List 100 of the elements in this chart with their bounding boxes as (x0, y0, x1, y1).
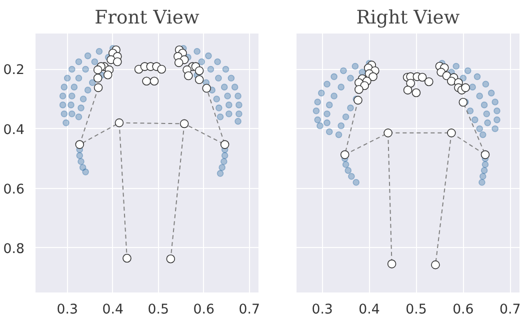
point (76, 152, 84, 159)
point (338, 122, 344, 130)
point (387, 260, 396, 268)
point (352, 62, 359, 70)
point (93, 65, 102, 74)
point (113, 57, 122, 66)
point (330, 73, 338, 80)
y-tick-label: 0.4 (3, 122, 25, 138)
point (142, 76, 151, 86)
point (82, 66, 89, 73)
point (60, 84, 68, 90)
point (431, 260, 440, 270)
point (340, 67, 347, 74)
point (220, 158, 228, 165)
point (75, 74, 82, 82)
point (68, 92, 76, 100)
point (458, 98, 468, 107)
point (452, 62, 460, 70)
point (424, 77, 434, 86)
point (335, 131, 342, 138)
point (479, 131, 486, 138)
point (228, 74, 235, 82)
point (403, 86, 412, 94)
point (64, 74, 71, 82)
point (103, 70, 112, 80)
point (476, 125, 483, 132)
point (342, 161, 350, 168)
x-tick-label: 0.5 (406, 302, 427, 318)
chart-title: Right View (356, 8, 460, 28)
x-tick-label: 0.5 (148, 302, 169, 318)
point (157, 64, 166, 74)
point (472, 116, 478, 124)
point (59, 102, 66, 108)
point (354, 85, 364, 94)
x-tick-label: 0.3 (312, 302, 333, 318)
point (494, 108, 500, 114)
point (312, 108, 320, 114)
x-tick-label: 0.7 (500, 302, 521, 318)
point (330, 92, 338, 100)
point (324, 80, 330, 88)
x-tick-label: 0.3 (56, 302, 78, 318)
point (60, 110, 68, 118)
point (324, 119, 330, 126)
point (338, 84, 344, 90)
point (488, 90, 495, 96)
x-tick-label: 0.4 (358, 302, 380, 318)
point (348, 173, 355, 180)
point (447, 76, 456, 86)
y-tick-label: 0.6 (3, 182, 25, 198)
point (347, 74, 354, 82)
point (88, 79, 96, 86)
point (224, 92, 231, 100)
point (352, 178, 360, 186)
point (492, 125, 498, 132)
y-tick-label: 0.2 (3, 63, 25, 78)
point (231, 84, 238, 90)
point (226, 102, 232, 108)
point (194, 48, 200, 55)
point (194, 66, 204, 76)
point (412, 88, 421, 98)
point (82, 168, 89, 176)
point (460, 74, 467, 82)
point (184, 71, 193, 80)
point (68, 66, 76, 73)
point (216, 170, 224, 177)
point (75, 58, 82, 66)
point (368, 72, 378, 82)
point (314, 98, 322, 106)
x-tick-label: 0.6 (452, 302, 474, 318)
x-tick-label: 0.4 (102, 302, 124, 318)
point (406, 78, 415, 88)
point (174, 58, 184, 68)
point (466, 108, 474, 114)
point (207, 66, 214, 73)
point (221, 152, 228, 159)
point (234, 118, 242, 125)
x-tick-label: 0.7 (238, 302, 260, 318)
point (476, 92, 483, 100)
point (93, 74, 102, 83)
point (91, 58, 98, 66)
point (342, 113, 350, 120)
point (316, 122, 324, 130)
point (340, 150, 350, 160)
chart-title: Front View (94, 8, 200, 28)
point (215, 74, 222, 82)
point (469, 84, 476, 90)
point (84, 52, 92, 60)
point (205, 52, 212, 60)
y-tick-label: 0.8 (3, 242, 25, 257)
point (122, 254, 132, 263)
point (166, 254, 176, 264)
point (70, 84, 78, 90)
point (226, 110, 232, 118)
point (62, 119, 70, 126)
point (318, 90, 325, 96)
point (474, 73, 481, 80)
point (78, 158, 84, 165)
x-tick-label: 0.6 (193, 302, 214, 318)
point (326, 102, 333, 108)
point (480, 102, 488, 108)
